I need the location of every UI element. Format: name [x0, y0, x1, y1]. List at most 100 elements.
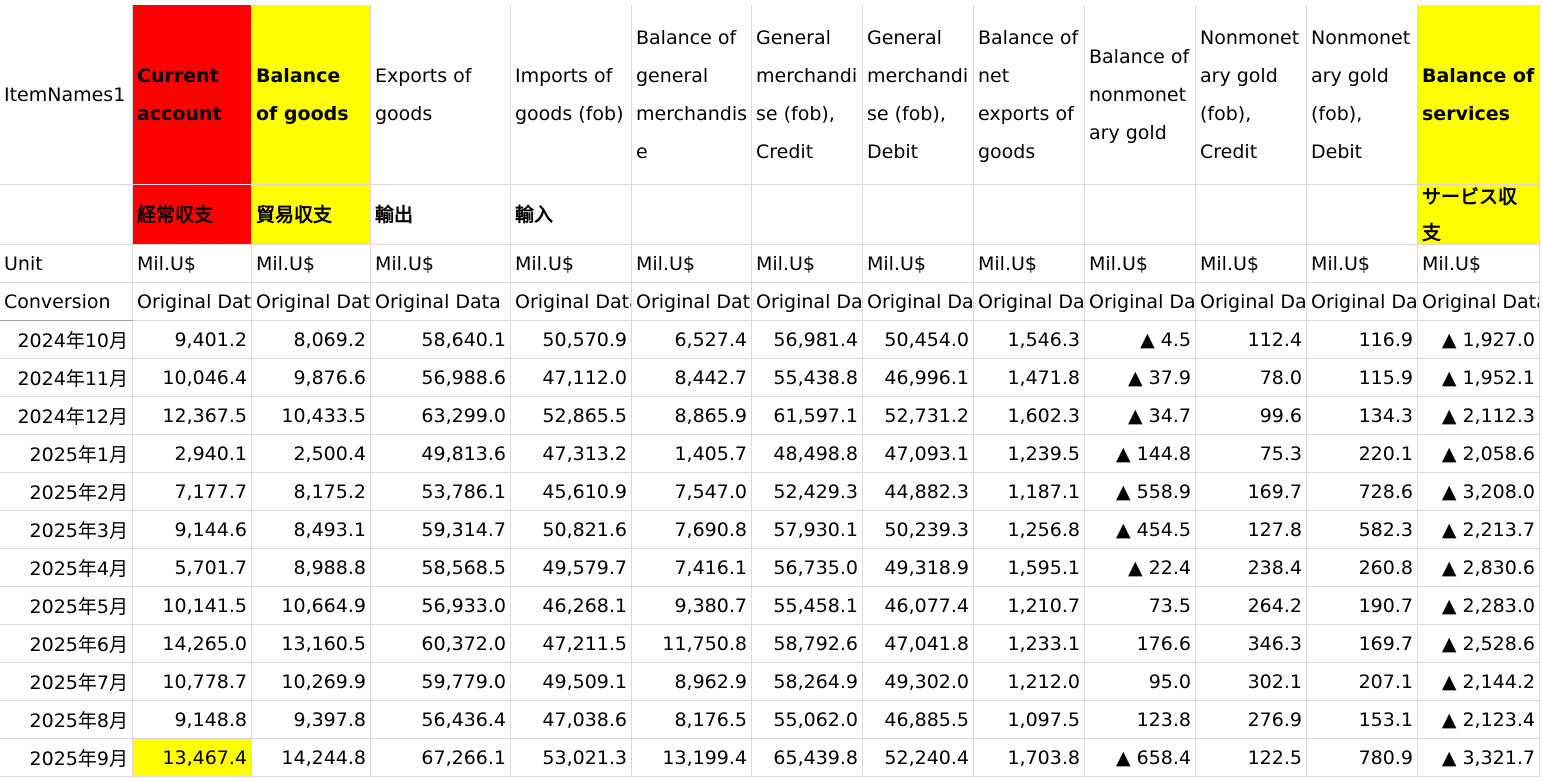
cell-text: 190.7	[1358, 594, 1413, 617]
cell-text: Original Data	[515, 290, 632, 313]
header-cell: General merchandise (fob), Credit	[752, 5, 863, 185]
value-cell: 582.3	[1307, 511, 1418, 549]
cell-text: 2025年9月	[29, 748, 128, 770]
value-cell: 10,141.5	[133, 587, 252, 625]
value-cell: 56,981.4	[752, 321, 863, 359]
cell-text: Original Data	[256, 290, 371, 313]
japanese-header-cell: 輸入	[511, 185, 632, 245]
cell-text: Original Data	[1422, 290, 1540, 313]
cell-text: 13,467.4	[162, 746, 247, 769]
cell-text: 153.1	[1358, 708, 1413, 731]
cell-text: 2024年10月	[17, 330, 128, 352]
value-cell: 1,212.0	[974, 663, 1085, 701]
value-cell: 169.7	[1196, 473, 1307, 511]
cell-text: 8,988.8	[293, 556, 366, 579]
cell-text: 2025年5月	[29, 596, 128, 618]
value-cell: 220.1	[1307, 435, 1418, 473]
cell-text: 1,546.3	[1007, 328, 1080, 351]
period-cell: 2025年1月	[0, 435, 133, 473]
cell-text: 1,212.0	[1007, 670, 1080, 693]
cell-text: 7,690.8	[674, 518, 747, 541]
cell-text: 10,664.9	[281, 594, 366, 617]
cell-text: 経常収支	[137, 203, 214, 226]
cell-text: 8,176.5	[674, 708, 747, 731]
japanese-header-cell: 経常収支	[133, 185, 252, 245]
unit-cell: Mil.U$	[371, 245, 511, 283]
value-cell: 47,041.8	[863, 625, 974, 663]
cell-text: 56,436.4	[421, 708, 506, 731]
value-cell: 58,640.1	[371, 321, 511, 359]
cell-text: 123.8	[1136, 708, 1191, 731]
cell-text: ▲ 1,952.1	[1441, 366, 1535, 389]
cell-text: 2,940.1	[174, 442, 247, 465]
unit-cell: Mil.U$	[1418, 245, 1540, 283]
value-cell: 55,458.1	[752, 587, 863, 625]
cell-text: 52,865.5	[542, 404, 627, 427]
cell-text: ▲ 1,927.0	[1441, 328, 1535, 351]
japanese-header-cell: サービス収支	[1418, 185, 1540, 245]
value-cell: ▲ 1,952.1	[1418, 359, 1540, 397]
cell-text: 5,701.7	[174, 556, 247, 579]
header-cell: ItemNames1	[0, 5, 133, 185]
value-cell: 59,779.0	[371, 663, 511, 701]
cell-text: 2025年7月	[29, 672, 128, 694]
cell-text: 8,442.7	[674, 366, 747, 389]
conversion-cell: Original Data	[1085, 283, 1196, 321]
cell-text: Balance of net exports of goods	[978, 26, 1079, 163]
cell-text: Original Data	[375, 290, 501, 313]
cell-text: ▲ 144.8	[1115, 442, 1191, 465]
cell-text: 176.6	[1136, 632, 1191, 655]
header-cell: Exports of goods	[371, 5, 511, 185]
value-cell: 75.3	[1196, 435, 1307, 473]
cell-text: 貿易収支	[256, 203, 333, 226]
period-cell: 2025年6月	[0, 625, 133, 663]
cell-text: Mil.U$	[137, 252, 196, 275]
value-cell: 260.8	[1307, 549, 1418, 587]
value-cell: ▲ 2,144.2	[1418, 663, 1540, 701]
cell-text: ▲ 2,123.4	[1441, 708, 1535, 731]
cell-text: 10,269.9	[281, 670, 366, 693]
cell-text: 8,962.9	[674, 670, 747, 693]
japanese-header-cell	[752, 185, 863, 245]
cell-text: 220.1	[1358, 442, 1413, 465]
cell-text: Nonmonetary gold (fob), Credit	[1200, 26, 1300, 163]
cell-text: ▲ 22.4	[1128, 556, 1191, 579]
cell-text: 73.5	[1148, 594, 1191, 617]
value-cell: 1,703.8	[974, 739, 1085, 777]
cell-text: 264.2	[1247, 594, 1302, 617]
period-cell: 2025年9月	[0, 739, 133, 777]
value-cell: 1,239.5	[974, 435, 1085, 473]
value-cell: 47,313.2	[511, 435, 632, 473]
cell-text: Nonmonetary gold (fob), Debit	[1311, 26, 1411, 163]
cell-text: 45,610.9	[542, 480, 627, 503]
period-cell: 2025年2月	[0, 473, 133, 511]
cell-text: 169.7	[1247, 480, 1302, 503]
cell-text: 46,077.4	[884, 594, 969, 617]
cell-text: 60,372.0	[421, 632, 506, 655]
value-cell: 50,821.6	[511, 511, 632, 549]
unit-cell: Mil.U$	[863, 245, 974, 283]
value-cell: 52,865.5	[511, 397, 632, 435]
cell-text: Mil.U$	[756, 252, 815, 275]
conversion-cell: Original Data	[1196, 283, 1307, 321]
cell-text: 46,268.1	[542, 594, 627, 617]
value-cell: 55,438.8	[752, 359, 863, 397]
cell-text: 728.6	[1358, 480, 1413, 503]
cell-text: 8,069.2	[293, 328, 366, 351]
conversion-cell: Original Data	[371, 283, 511, 321]
cell-text: 238.4	[1247, 556, 1302, 579]
value-cell: 60,372.0	[371, 625, 511, 663]
cell-text: ▲ 454.5	[1115, 518, 1191, 541]
value-cell: 276.9	[1196, 701, 1307, 739]
value-cell: 55,062.0	[752, 701, 863, 739]
cell-text: 8,175.2	[293, 480, 366, 503]
value-cell: 14,265.0	[133, 625, 252, 663]
header-cell: Nonmonetary gold (fob), Debit	[1307, 5, 1418, 185]
header-cell: Balance of nonmonetary gold	[1085, 5, 1196, 185]
value-cell: 1,405.7	[632, 435, 752, 473]
cell-text: 260.8	[1358, 556, 1413, 579]
cell-text: 780.9	[1358, 746, 1413, 769]
cell-text: Original Data	[1200, 290, 1307, 313]
value-cell: 44,882.3	[863, 473, 974, 511]
